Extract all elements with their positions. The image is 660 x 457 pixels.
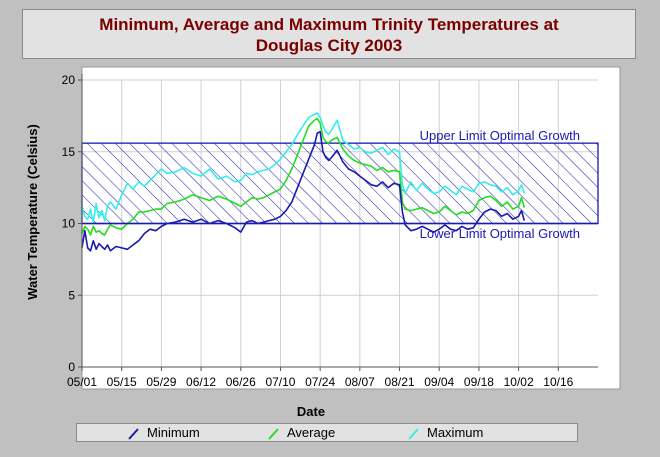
plot-area bbox=[81, 66, 621, 390]
x-tick-label: 07/24 bbox=[305, 375, 335, 389]
chart-title-line-2: Douglas City 2003 bbox=[255, 36, 403, 55]
y-tick-label: 5 bbox=[68, 288, 75, 302]
y-tick-label: 0 bbox=[68, 360, 75, 374]
legend-label: Minimum bbox=[147, 425, 200, 440]
chart-title-line-1: Minimum, Average and Maximum Trinity Tem… bbox=[99, 15, 559, 34]
upper-limit-annotation: Upper Limit Optimal Growth bbox=[420, 128, 580, 143]
axes: 0 5 10 15 20 05/01 05/15 05/29 06/12 06/26 07/10 07… bbox=[62, 73, 598, 389]
y-tick-label: 20 bbox=[62, 73, 76, 87]
y-tick-label: 10 bbox=[62, 217, 76, 231]
legend-label: Average bbox=[287, 425, 336, 440]
x-tick-label: 05/15 bbox=[107, 375, 137, 389]
legend: Minimum Average Maximum bbox=[76, 423, 578, 442]
x-tick-label: 06/12 bbox=[186, 375, 216, 389]
temperature-chart: 0 5 10 15 20 05/01 05/15 05/29 06/12 06/26 07/10 07… bbox=[25, 66, 621, 419]
chart-title: Minimum, Average and Maximum Trinity Tem… bbox=[22, 9, 636, 59]
x-tick-label: 06/26 bbox=[226, 375, 256, 389]
x-tick-label: 10/16 bbox=[543, 375, 573, 389]
series-line-minimum bbox=[81, 130, 526, 252]
x-tick-label: 10/02 bbox=[504, 375, 534, 389]
x-axis-title: Date bbox=[297, 404, 325, 419]
x-tick-label: 09/04 bbox=[424, 375, 454, 389]
x-tick-label: 05/29 bbox=[146, 375, 176, 389]
legend-swatch-icon bbox=[268, 427, 279, 440]
series-lines bbox=[81, 112, 526, 252]
legend-item-minimum: Minimum bbox=[127, 425, 200, 440]
x-tick-label: 09/18 bbox=[464, 375, 494, 389]
lower-limit-annotation: Lower Limit Optimal Growth bbox=[420, 226, 580, 241]
legend-swatch-icon bbox=[128, 427, 139, 440]
series-line-average bbox=[81, 117, 526, 236]
y-axis-title: Water Temperature (Celsius) bbox=[25, 124, 40, 300]
legend-item-average: Average bbox=[267, 425, 335, 440]
legend-item-maximum: Maximum bbox=[407, 425, 483, 440]
legend-swatch-icon bbox=[408, 427, 419, 440]
y-tick-label: 15 bbox=[62, 145, 76, 159]
x-tick-label: 05/01 bbox=[67, 375, 97, 389]
legend-label: Maximum bbox=[427, 425, 484, 440]
x-tick-label: 08/07 bbox=[345, 375, 375, 389]
series-line-maximum bbox=[81, 112, 526, 223]
x-tick-label: 08/21 bbox=[385, 375, 415, 389]
x-tick-label: 07/10 bbox=[265, 375, 295, 389]
